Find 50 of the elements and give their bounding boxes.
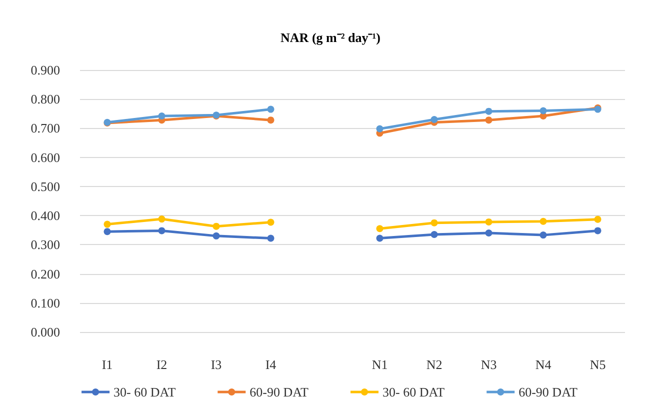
x-tick-label: N5 (590, 357, 606, 372)
y-tick-label: 0.200 (30, 266, 60, 282)
y-tick-label: 0.100 (30, 295, 60, 310)
x-tick-label: I1 (102, 357, 113, 372)
x-tick-label: N3 (480, 357, 497, 372)
point (430, 219, 438, 226)
point (376, 225, 384, 232)
point (594, 216, 602, 223)
point (376, 234, 384, 242)
point (540, 218, 547, 225)
point (158, 112, 166, 120)
point (430, 116, 438, 123)
x-tick-label: N4 (535, 357, 552, 372)
point (540, 232, 547, 239)
y-tick-label: 0.000 (30, 324, 60, 340)
x-tick-label: N1 (372, 357, 388, 372)
point (485, 230, 492, 237)
y-tick-label: 0.900 (30, 62, 60, 78)
x-tick-label: I2 (156, 357, 168, 372)
point (158, 227, 166, 234)
point (212, 222, 220, 230)
point (158, 216, 166, 223)
point (485, 116, 492, 124)
point (376, 125, 384, 132)
y-tick-label: 0.600 (30, 150, 60, 165)
x-tick-label: I4 (265, 357, 277, 372)
point (104, 228, 111, 236)
legend-label: 60-90 DAT (250, 384, 309, 400)
point (267, 106, 274, 113)
point (485, 108, 492, 115)
point (212, 232, 220, 240)
y-tick-label: 0.800 (30, 92, 60, 107)
x-tick-label: I3 (210, 357, 222, 372)
point (104, 220, 111, 228)
point (267, 218, 274, 226)
x-tick-label: N2 (426, 357, 442, 372)
point (540, 107, 547, 114)
legend-label: 30- 60 DAT (382, 384, 445, 400)
y-tick-label: 0.300 (30, 237, 60, 252)
point (594, 227, 602, 234)
point (485, 218, 492, 226)
legend-label: 30- 60 DAT (114, 384, 176, 400)
y-tick-label: 0.700 (30, 120, 60, 136)
point (267, 116, 274, 124)
y-tick-label: 0.500 (30, 178, 60, 194)
point (267, 234, 274, 242)
point (430, 230, 438, 238)
y-tick-label: 0.400 (30, 208, 60, 224)
legend-label: 60-90 DAT (518, 384, 578, 400)
chart-title: NAR (g m⁻² day⁻¹) (280, 30, 380, 45)
